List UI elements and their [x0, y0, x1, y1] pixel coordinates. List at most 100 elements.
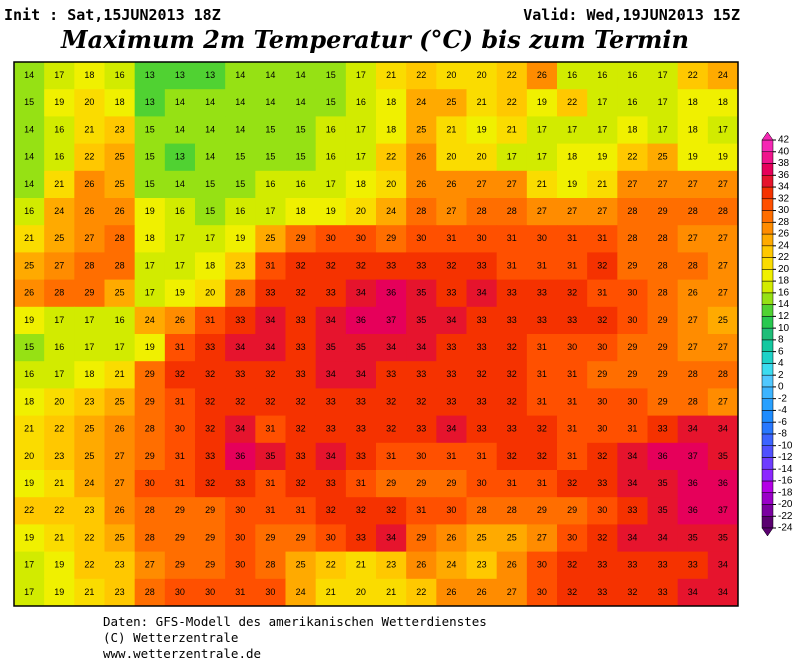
temperature-cell [436, 116, 467, 145]
colorbar-box [761, 492, 774, 505]
temperature-cell [285, 279, 317, 308]
temperature-cell [345, 252, 377, 281]
temperature-cell [647, 89, 679, 117]
temperature-label: 34 [386, 532, 396, 542]
temperature-label: 31 [265, 260, 275, 270]
temperature-label: 17 [597, 97, 607, 107]
temperature-label: 29 [627, 342, 637, 352]
temperature-label: 22 [416, 70, 426, 80]
temperature-label: 28 [115, 233, 125, 243]
temperature-cell [195, 116, 226, 145]
temperature-cell [255, 225, 286, 253]
temperature-cell [104, 170, 136, 199]
temperature-cell [315, 524, 347, 553]
temperature-label: 27 [658, 179, 668, 189]
temperature-label: 19 [477, 124, 487, 134]
temperature-cell [315, 470, 347, 498]
temperature-label: 21 [446, 124, 456, 134]
temperature-label: 33 [477, 396, 487, 406]
temperature-cell [104, 334, 136, 362]
temperature-label: 20 [386, 179, 396, 189]
temperature-cell [496, 279, 528, 308]
temperature-label: 29 [205, 560, 215, 570]
temperature-cell [195, 198, 226, 226]
temperature-label: 30 [537, 560, 547, 570]
temperature-cell [466, 225, 498, 253]
temperature-cell [647, 198, 679, 226]
temperature-label: 32 [265, 369, 275, 379]
temperature-cell [677, 252, 709, 281]
temperature-cell [707, 143, 739, 172]
temperature-label: 18 [84, 369, 94, 379]
colorbar-box [761, 163, 774, 176]
temperature-label: 21 [386, 587, 396, 597]
temperature-label: 33 [356, 451, 366, 461]
temperature-cell [315, 442, 347, 471]
temperature-cell [195, 62, 226, 90]
temperature-label: 17 [54, 70, 64, 80]
temperature-label: 36 [386, 288, 396, 298]
temperature-label: 28 [145, 505, 155, 515]
temperature-label: 25 [446, 97, 456, 107]
temperature-label: 30 [175, 587, 185, 597]
temperature-cell [14, 442, 45, 471]
temperature-cell [345, 89, 377, 117]
temperature-cell [285, 524, 317, 553]
temperature-cell [496, 388, 528, 417]
temperature-cell [466, 89, 498, 117]
temperature-cell [557, 415, 588, 444]
temperature-label: 27 [54, 260, 64, 270]
temperature-label: 14 [175, 124, 185, 134]
colorbar-box [761, 186, 774, 200]
temperature-label: 17 [356, 124, 366, 134]
temperature-label: 20 [356, 587, 366, 597]
temperature-cell [14, 198, 45, 226]
temperature-label: 33 [658, 424, 668, 434]
temperature-cell [587, 170, 618, 199]
temperature-label: 16 [54, 124, 64, 134]
temperature-label: 36 [356, 315, 366, 325]
temperature-cell [466, 578, 498, 607]
temperature-cell [44, 306, 75, 335]
temperature-label: 32 [386, 505, 396, 515]
temperature-label: 17 [658, 124, 668, 134]
temperature-label: 34 [386, 342, 396, 352]
temperature-label: 24 [718, 70, 728, 80]
colorbar-arrow [761, 131, 774, 141]
temperature-label: 33 [296, 451, 306, 461]
temperature-label: 29 [658, 396, 668, 406]
colorbar-box [761, 327, 774, 341]
temperature-label: 33 [597, 478, 607, 488]
temperature-label: 18 [718, 97, 728, 107]
temperature-cell [436, 442, 467, 471]
temperature-label: 14 [265, 70, 275, 80]
temperature-cell [617, 62, 648, 90]
temperature-cell [587, 89, 618, 117]
temperature-label: 33 [416, 424, 426, 434]
temperature-label: 15 [326, 97, 336, 107]
temperature-cell [285, 198, 317, 226]
temperature-label: 29 [658, 369, 668, 379]
temperature-cell [526, 497, 558, 525]
temperature-label: 15 [145, 124, 155, 134]
temperature-cell [345, 388, 377, 417]
temperature-cell [195, 89, 226, 117]
temperature-label: 31 [356, 478, 366, 488]
temperature-cell [74, 361, 105, 389]
temperature-cell [496, 62, 528, 90]
temperature-label: 21 [54, 478, 64, 488]
temperature-cell [526, 524, 558, 553]
temperature-cell [74, 415, 105, 444]
temperature-cell [587, 415, 618, 444]
temperature-label: 32 [416, 396, 426, 406]
temperature-label: 27 [627, 179, 637, 189]
colorbar-box [761, 457, 774, 470]
temperature-label: 31 [265, 505, 275, 515]
colorbar-label: 36 [778, 170, 790, 181]
temperature-label: 27 [597, 206, 607, 216]
colorbar-box [761, 363, 774, 376]
temperature-cell [285, 470, 317, 498]
colorbar-label: 0 [778, 382, 784, 393]
temperature-cell [285, 334, 317, 362]
temperature-cell [44, 361, 75, 389]
